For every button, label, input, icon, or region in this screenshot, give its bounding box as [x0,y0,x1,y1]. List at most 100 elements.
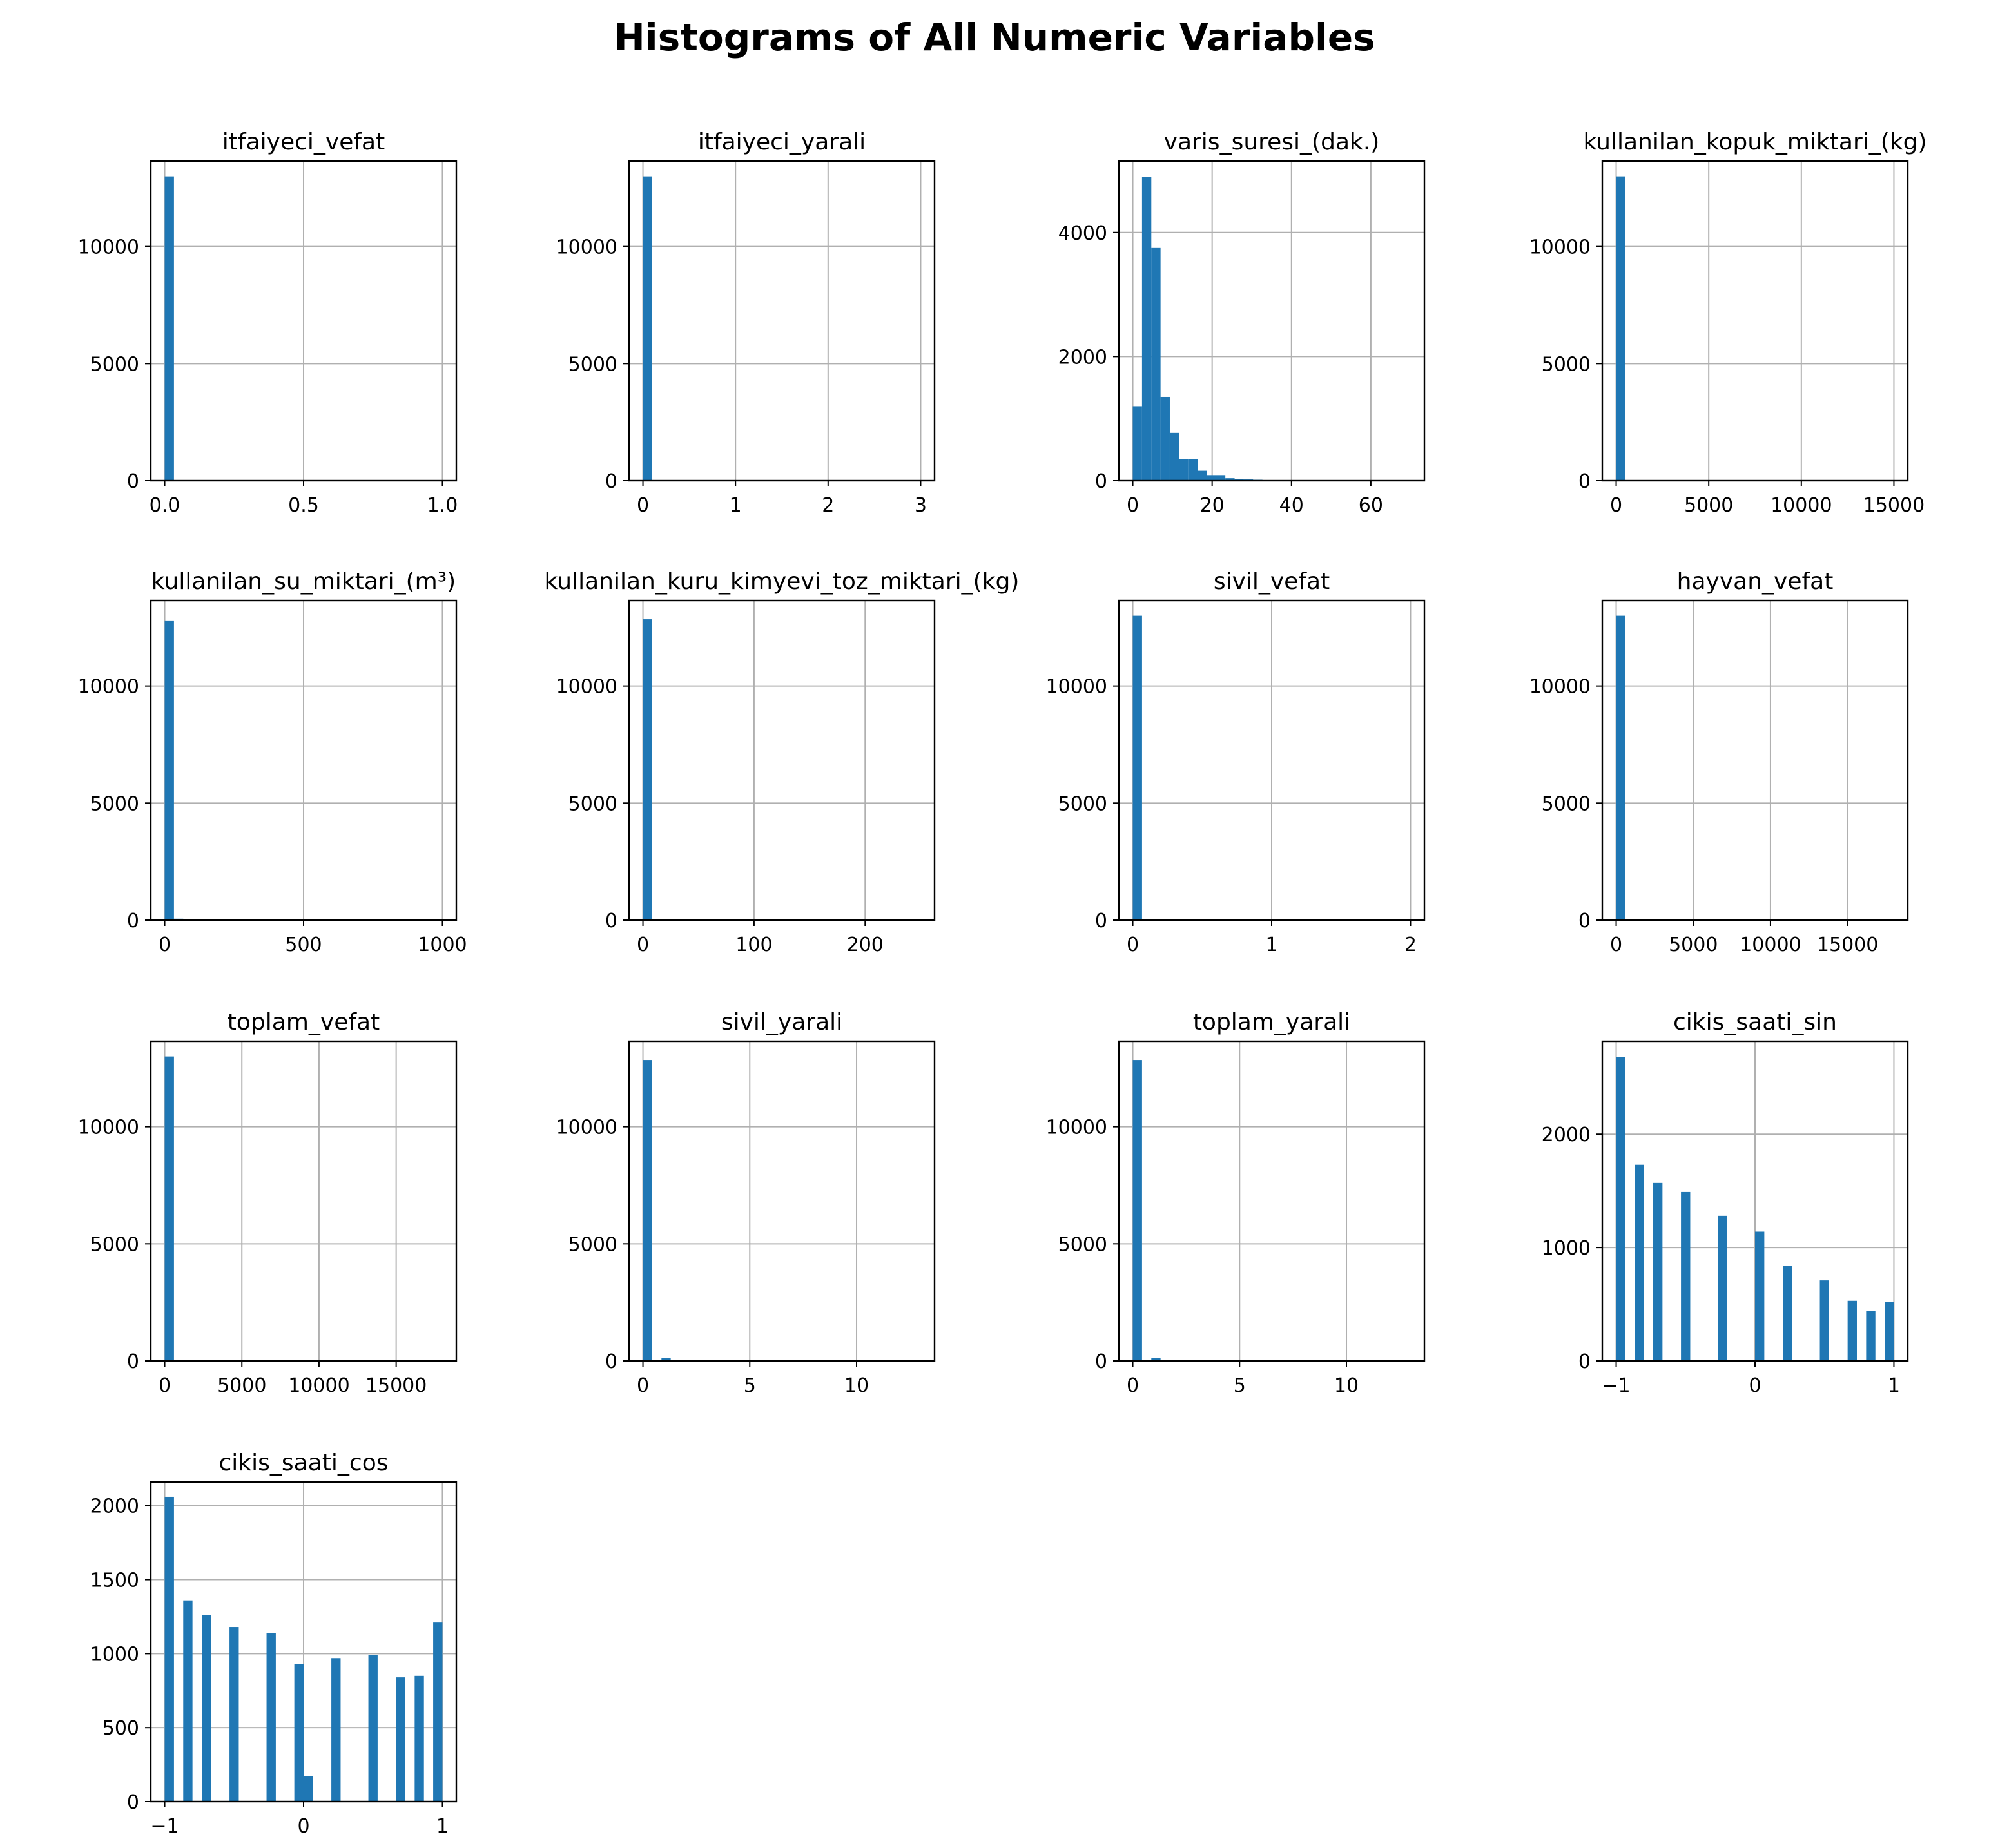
histogram-bar [1681,1191,1691,1361]
x-tick-label: 1 [1888,1374,1900,1397]
y-tick-label: 0 [1578,1351,1591,1373]
x-tick-label: 60 [1359,494,1383,517]
histogram-bar [1151,247,1161,481]
x-tick-label: 2 [1404,934,1417,956]
x-tick-label: 0 [297,1815,309,1838]
x-tick-label: 0 [1610,494,1622,517]
histogram-bar [304,1776,313,1802]
histogram-bar [164,620,174,920]
axes-frame [628,599,936,921]
x-tick-label: 0 [1127,494,1139,517]
x-tick-label: 1 [436,1815,449,1838]
y-tick-label: 5000 [568,1233,617,1256]
y-tick-label: 5000 [90,793,139,815]
y-tick-label: 5000 [1542,793,1591,815]
y-tick-label: 10000 [1046,1117,1107,1139]
y-tick-label: 0 [605,1351,617,1373]
subplot-title: sivil_yarali [721,1009,842,1035]
subplot-title: hayvan_vefat [1677,568,1834,595]
y-tick-label: 0 [1578,470,1591,493]
y-tick-label: 10000 [1529,676,1591,698]
subplot-title: toplam_vefat [228,1009,380,1035]
histogram-bar [1819,1280,1829,1361]
histogram-bar [1718,1215,1727,1361]
x-tick-label: 200 [847,934,884,956]
axes-frame [1601,599,1909,921]
histogram-bar [1783,1266,1792,1361]
y-tick-label: 10000 [1529,236,1591,259]
x-tick-label: 10 [844,1374,869,1397]
subplot-title: varis_suresi_(dak.) [1164,129,1380,155]
y-tick-label: 2000 [90,1496,139,1518]
x-tick-label: −1 [1602,1374,1630,1397]
histogram-bar [396,1677,405,1802]
y-tick-label: 0 [127,1351,139,1373]
histogram-bar [1141,177,1152,481]
y-tick-label: 1000 [1542,1237,1591,1260]
subplot-title: cikis_saati_cos [219,1450,389,1476]
x-tick-label: 10000 [1740,934,1801,956]
x-tick-label: 100 [735,934,772,956]
x-tick-label: 5000 [1684,494,1733,517]
histogram-bar [1225,478,1235,481]
y-tick-label: 10000 [78,676,139,698]
subplot: 0 20 40 60 0 2000 4000 varis_suresi_(dak.) [1058,129,1426,517]
histogram-bar [1160,396,1170,481]
x-tick-label: 15000 [1817,934,1878,956]
subplot: 0 100 200 0 5000 10000 kullanilan_kuru_kimyevi… [545,568,1020,956]
x-tick-label: 5 [744,1374,756,1397]
y-tick-label: 0 [1095,470,1107,493]
subplot-title: toplam_yarali [1193,1009,1350,1035]
x-tick-label: 10000 [288,1374,349,1397]
histogram-bar [1207,475,1216,481]
y-tick-label: 5000 [90,353,139,376]
histogram-bar [1635,1164,1644,1361]
x-tick-label: 10000 [1771,494,1832,517]
x-tick-label: 2 [822,494,834,517]
x-tick-label: 5000 [1669,934,1718,956]
x-tick-label: 20 [1200,494,1225,517]
y-tick-label: 0 [127,470,139,493]
subplot-title: kullanilan_su_miktari_(m³) [151,568,456,595]
histogram-bar [229,1627,239,1802]
x-tick-label: 15000 [365,1374,427,1397]
y-tick-label: 500 [102,1717,139,1740]
y-tick-label: 0 [1095,910,1107,932]
histogram-bar [643,619,652,920]
x-tick-label: 0 [159,934,171,956]
subplot: 0 5000 10000 15000 0 5000 10000 hayvan_vefat [1529,568,1909,956]
histogram-bar [1198,470,1207,481]
subplot: 0 500 10000500010000kullanilan_su_miktari_… [78,568,467,956]
histogram-bar [1885,1302,1894,1361]
histogram-bar [1234,479,1244,481]
y-tick-label: 0 [1095,1351,1107,1373]
y-tick-label: 2000 [1058,346,1107,369]
axes-frame [628,1040,936,1362]
histogram-bar [1132,1060,1142,1361]
y-tick-label: 5000 [90,1233,139,1256]
subplot-title: itfaiyeci_vefat [222,129,385,155]
histogram-bar [1179,459,1189,481]
subplot-title: itfaiyeci_yarali [698,129,866,155]
x-tick-label: 3 [915,494,927,517]
x-tick-label: −1 [150,1815,179,1838]
histogram-bar [1653,1182,1663,1361]
histogram-bar [331,1658,341,1802]
axes-frame [150,1040,458,1362]
histogram-bar [294,1664,304,1802]
histogram-bar [1151,1358,1161,1361]
y-tick-label: 5000 [1058,793,1107,815]
y-tick-label: 0 [127,1791,139,1814]
y-tick-label: 0 [605,910,617,932]
histogram-bar [1188,459,1198,481]
subplot: 0 1 2 3 0 5000 10000 itfaiyeci_yarali [556,129,936,517]
histogram-bar [183,1600,193,1802]
y-tick-label: 2000 [1542,1124,1591,1146]
y-tick-label: 1500 [90,1570,139,1592]
x-tick-label: 0 [1127,934,1139,956]
histogram-bar [1755,1231,1765,1361]
y-tick-label: 1000 [90,1643,139,1666]
x-tick-label: 1 [1265,934,1277,956]
x-tick-label: 0 [637,934,649,956]
